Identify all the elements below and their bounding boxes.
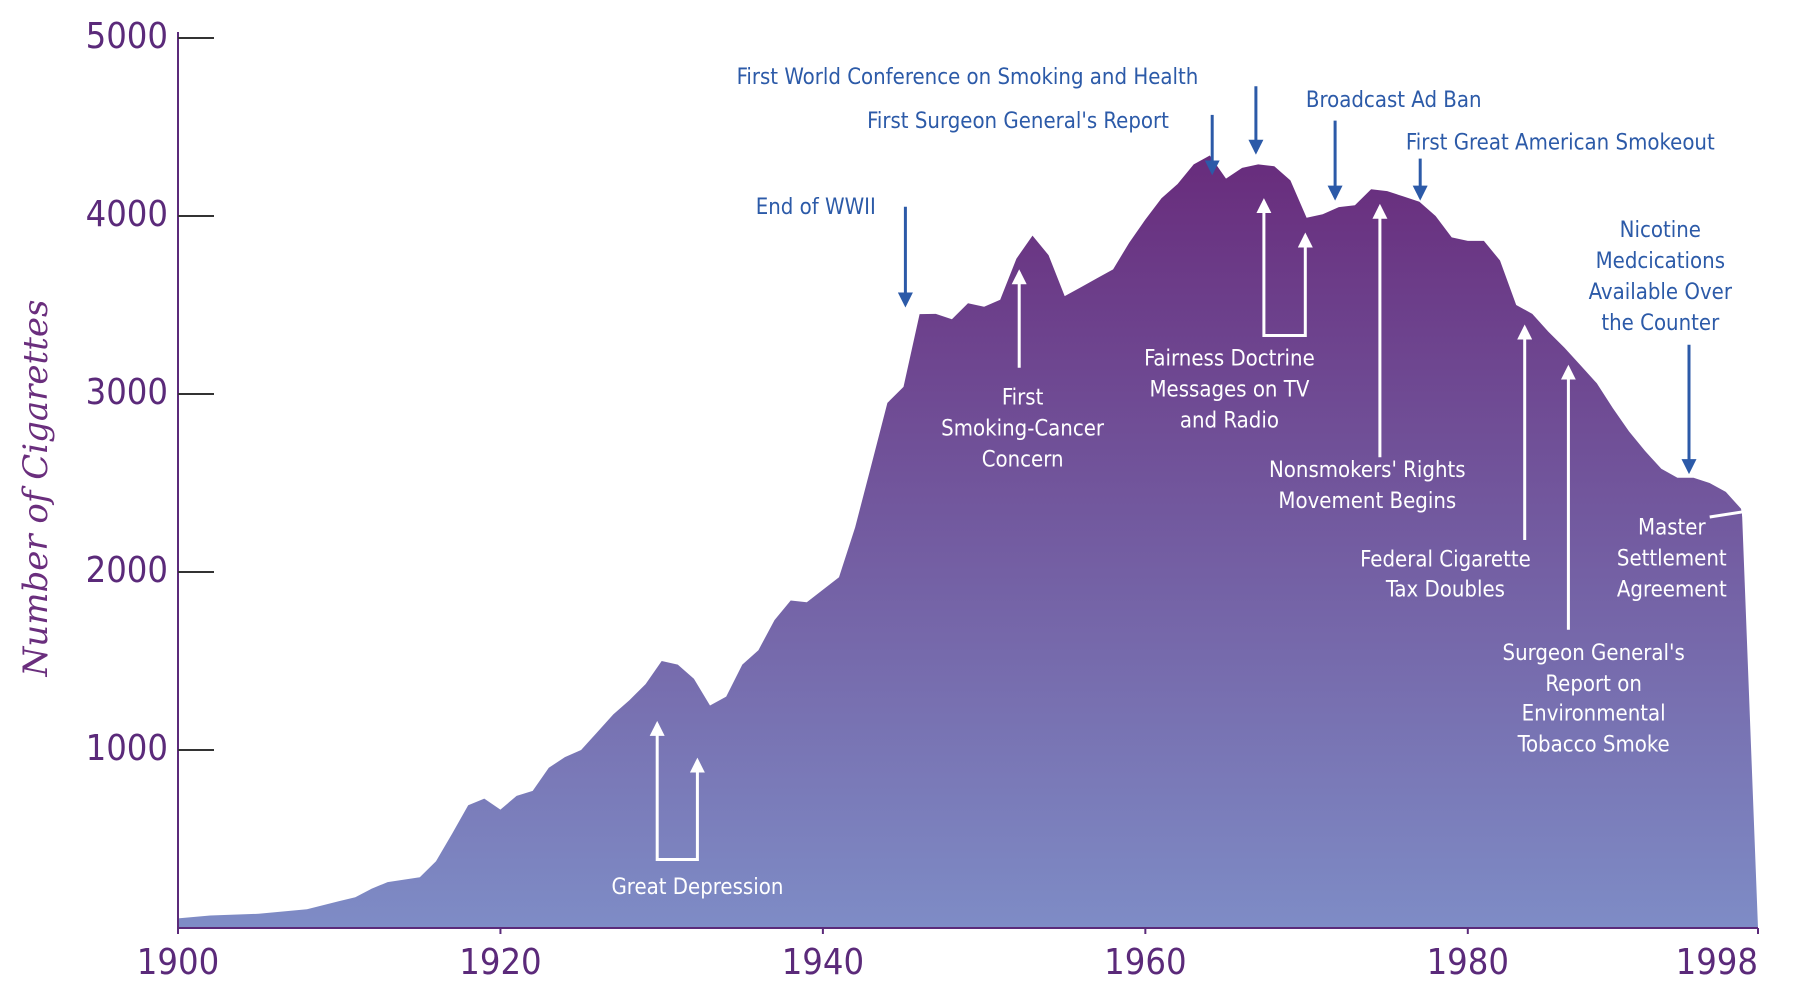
y-tick-label: 4000 xyxy=(86,194,168,235)
y-tick-label: 1000 xyxy=(86,728,168,769)
annotation-text: and Radio xyxy=(1180,409,1279,434)
y-axis-title: Number of Cigarettes xyxy=(16,300,56,678)
annotation-text: First Surgeon General's Report xyxy=(867,109,1169,134)
annotation-text: Nonsmokers' Rights xyxy=(1269,458,1466,483)
annotation-text: Smoking-Cancer xyxy=(941,417,1105,442)
annotation-text: Nicotine xyxy=(1620,218,1701,243)
annotation-text: Broadcast Ad Ban xyxy=(1306,88,1482,113)
x-tick-label: 1920 xyxy=(459,942,541,983)
y-tick-label: 2000 xyxy=(86,550,168,591)
annotation-text: Available Over xyxy=(1589,280,1733,305)
annotation-text: End of WWII xyxy=(756,195,876,220)
annotation-text: First Great American Smokeout xyxy=(1406,131,1715,156)
annotation-text: Report on xyxy=(1545,672,1641,697)
y-tick-label: 3000 xyxy=(86,372,168,413)
annotation-arrow xyxy=(649,720,705,861)
annotation-text: Great Depression xyxy=(611,875,783,900)
annotation-text: Agreement xyxy=(1617,578,1727,603)
x-tick-label: 1980 xyxy=(1427,942,1509,983)
annotation-text: Surgeon General's xyxy=(1503,641,1685,666)
x-tick-label: 1900 xyxy=(137,942,219,983)
annotation-text: the Counter xyxy=(1601,311,1720,336)
annotation-text: Concern xyxy=(982,448,1064,473)
annotation-arrow xyxy=(1256,198,1313,337)
annotation-text: Tobacco Smoke xyxy=(1517,733,1670,758)
x-tick-label: 1960 xyxy=(1104,942,1186,983)
x-tick-label: 1998 xyxy=(1676,942,1758,983)
annotation-text: First xyxy=(1002,386,1044,411)
area xyxy=(178,155,1758,928)
y-tick-label: 5000 xyxy=(86,16,168,57)
annotation-text: Movement Begins xyxy=(1278,489,1456,514)
annotation-text: Tax Doubles xyxy=(1385,578,1505,603)
x-tick-label: 1940 xyxy=(782,942,864,983)
annotation-text: Federal Cigarette xyxy=(1360,548,1531,573)
annotation-text: Master xyxy=(1638,516,1706,541)
annotation-text: Environmental xyxy=(1522,702,1666,727)
annotation-text: First World Conference on Smoking and He… xyxy=(737,65,1199,90)
annotation-text: Messages on TV xyxy=(1149,378,1309,403)
annotation-text: Settlement xyxy=(1617,547,1727,572)
annotation-text: Medcications xyxy=(1596,249,1725,274)
annotation-text: Fairness Doctrine xyxy=(1144,347,1315,372)
annotation-arrow xyxy=(1709,504,1757,520)
